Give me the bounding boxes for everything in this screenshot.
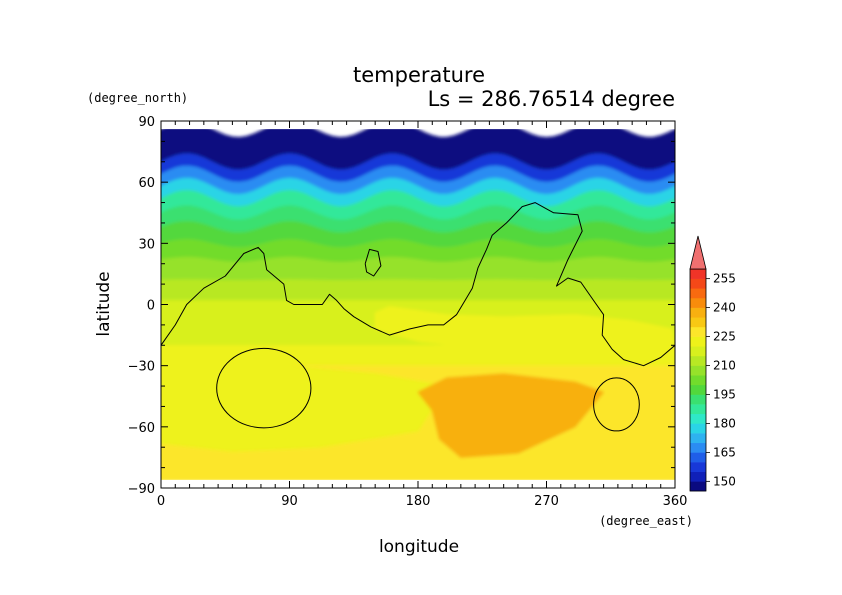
contour-oval-left (216, 347, 312, 429)
contour-island (364, 248, 382, 277)
chart-title: temperature (353, 63, 485, 87)
contour-north (161, 202, 675, 367)
temperature-field (161, 129, 675, 480)
colorbar: 150 165 180 195 210 225 240 255 (689, 235, 736, 492)
colorbar-tick-label: 240 (713, 301, 736, 315)
colorbar-swatch (690, 365, 706, 376)
colorbar-tick-label: 195 (713, 387, 736, 401)
x-unit-label: (degree_east) (599, 514, 693, 528)
colorbar-swatch (690, 297, 706, 308)
temperature-band (161, 279, 675, 302)
x-tick-label: 270 (534, 494, 559, 509)
colorbar-swatch (690, 481, 706, 492)
x-tick-label: 0 (157, 494, 165, 509)
y-tick-label: 90 (138, 115, 155, 130)
y-tick-label: −90 (128, 482, 155, 497)
colorbar-swatch (690, 355, 706, 366)
colorbar-tick-label: 255 (713, 272, 736, 286)
chart-subtitle: Ls = 286.76514 degree (428, 87, 675, 111)
colorbar-swatch (690, 269, 706, 279)
y-tick-label: 0 (147, 299, 155, 314)
x-tick-label: 360 (663, 494, 688, 509)
colorbar-tick-label: 165 (713, 445, 736, 459)
colorbar-swatch (690, 413, 706, 424)
colorbar-swatch (690, 462, 706, 472)
colorbar-swatch (690, 307, 706, 318)
colorbar-swatch (690, 394, 706, 405)
y-tick-label: −60 (128, 421, 155, 436)
y-unit-label: (degree_north) (87, 91, 188, 105)
colorbar-tick-label: 150 (713, 474, 736, 488)
contour-lines (161, 202, 675, 432)
colorbar-swatch (690, 404, 706, 415)
colorbar-swatch (690, 346, 706, 357)
contour-oval-right (593, 377, 640, 432)
colorbar-swatch (690, 326, 706, 337)
x-tick-label: 90 (281, 494, 298, 509)
colorbar-tick-label: 210 (713, 359, 736, 373)
colorbar-swatch (690, 433, 706, 444)
colorbar-swatch (690, 423, 706, 434)
colorbar-swatch (690, 288, 706, 299)
y-tick-label: −30 (128, 360, 155, 375)
plot-axes: 0 90 180 270 360 90 60 30 0 −30 −60 −90 (128, 115, 688, 509)
colorbar-swatch (690, 452, 706, 463)
y-axis-label: latitude (94, 271, 114, 336)
colorbar-swatch (690, 317, 706, 328)
colorbar-swatch (690, 278, 706, 289)
colorbar-swatch (690, 384, 706, 395)
x-axis-label: longitude (379, 537, 459, 557)
colorbar-swatch (690, 336, 706, 347)
colorbar-swatch (690, 471, 706, 482)
temperature-region-south-hot (417, 373, 605, 458)
y-tick-label: 30 (138, 237, 155, 252)
colorbar-swatch (690, 442, 706, 453)
y-tick-label: 60 (138, 176, 155, 191)
colorbar-tick-label: 180 (713, 416, 736, 430)
colorbar-swatch (690, 375, 706, 386)
colorbar-max-arrow (689, 235, 707, 270)
x-tick-label: 180 (406, 494, 431, 509)
colorbar-tick-label: 225 (713, 330, 736, 344)
